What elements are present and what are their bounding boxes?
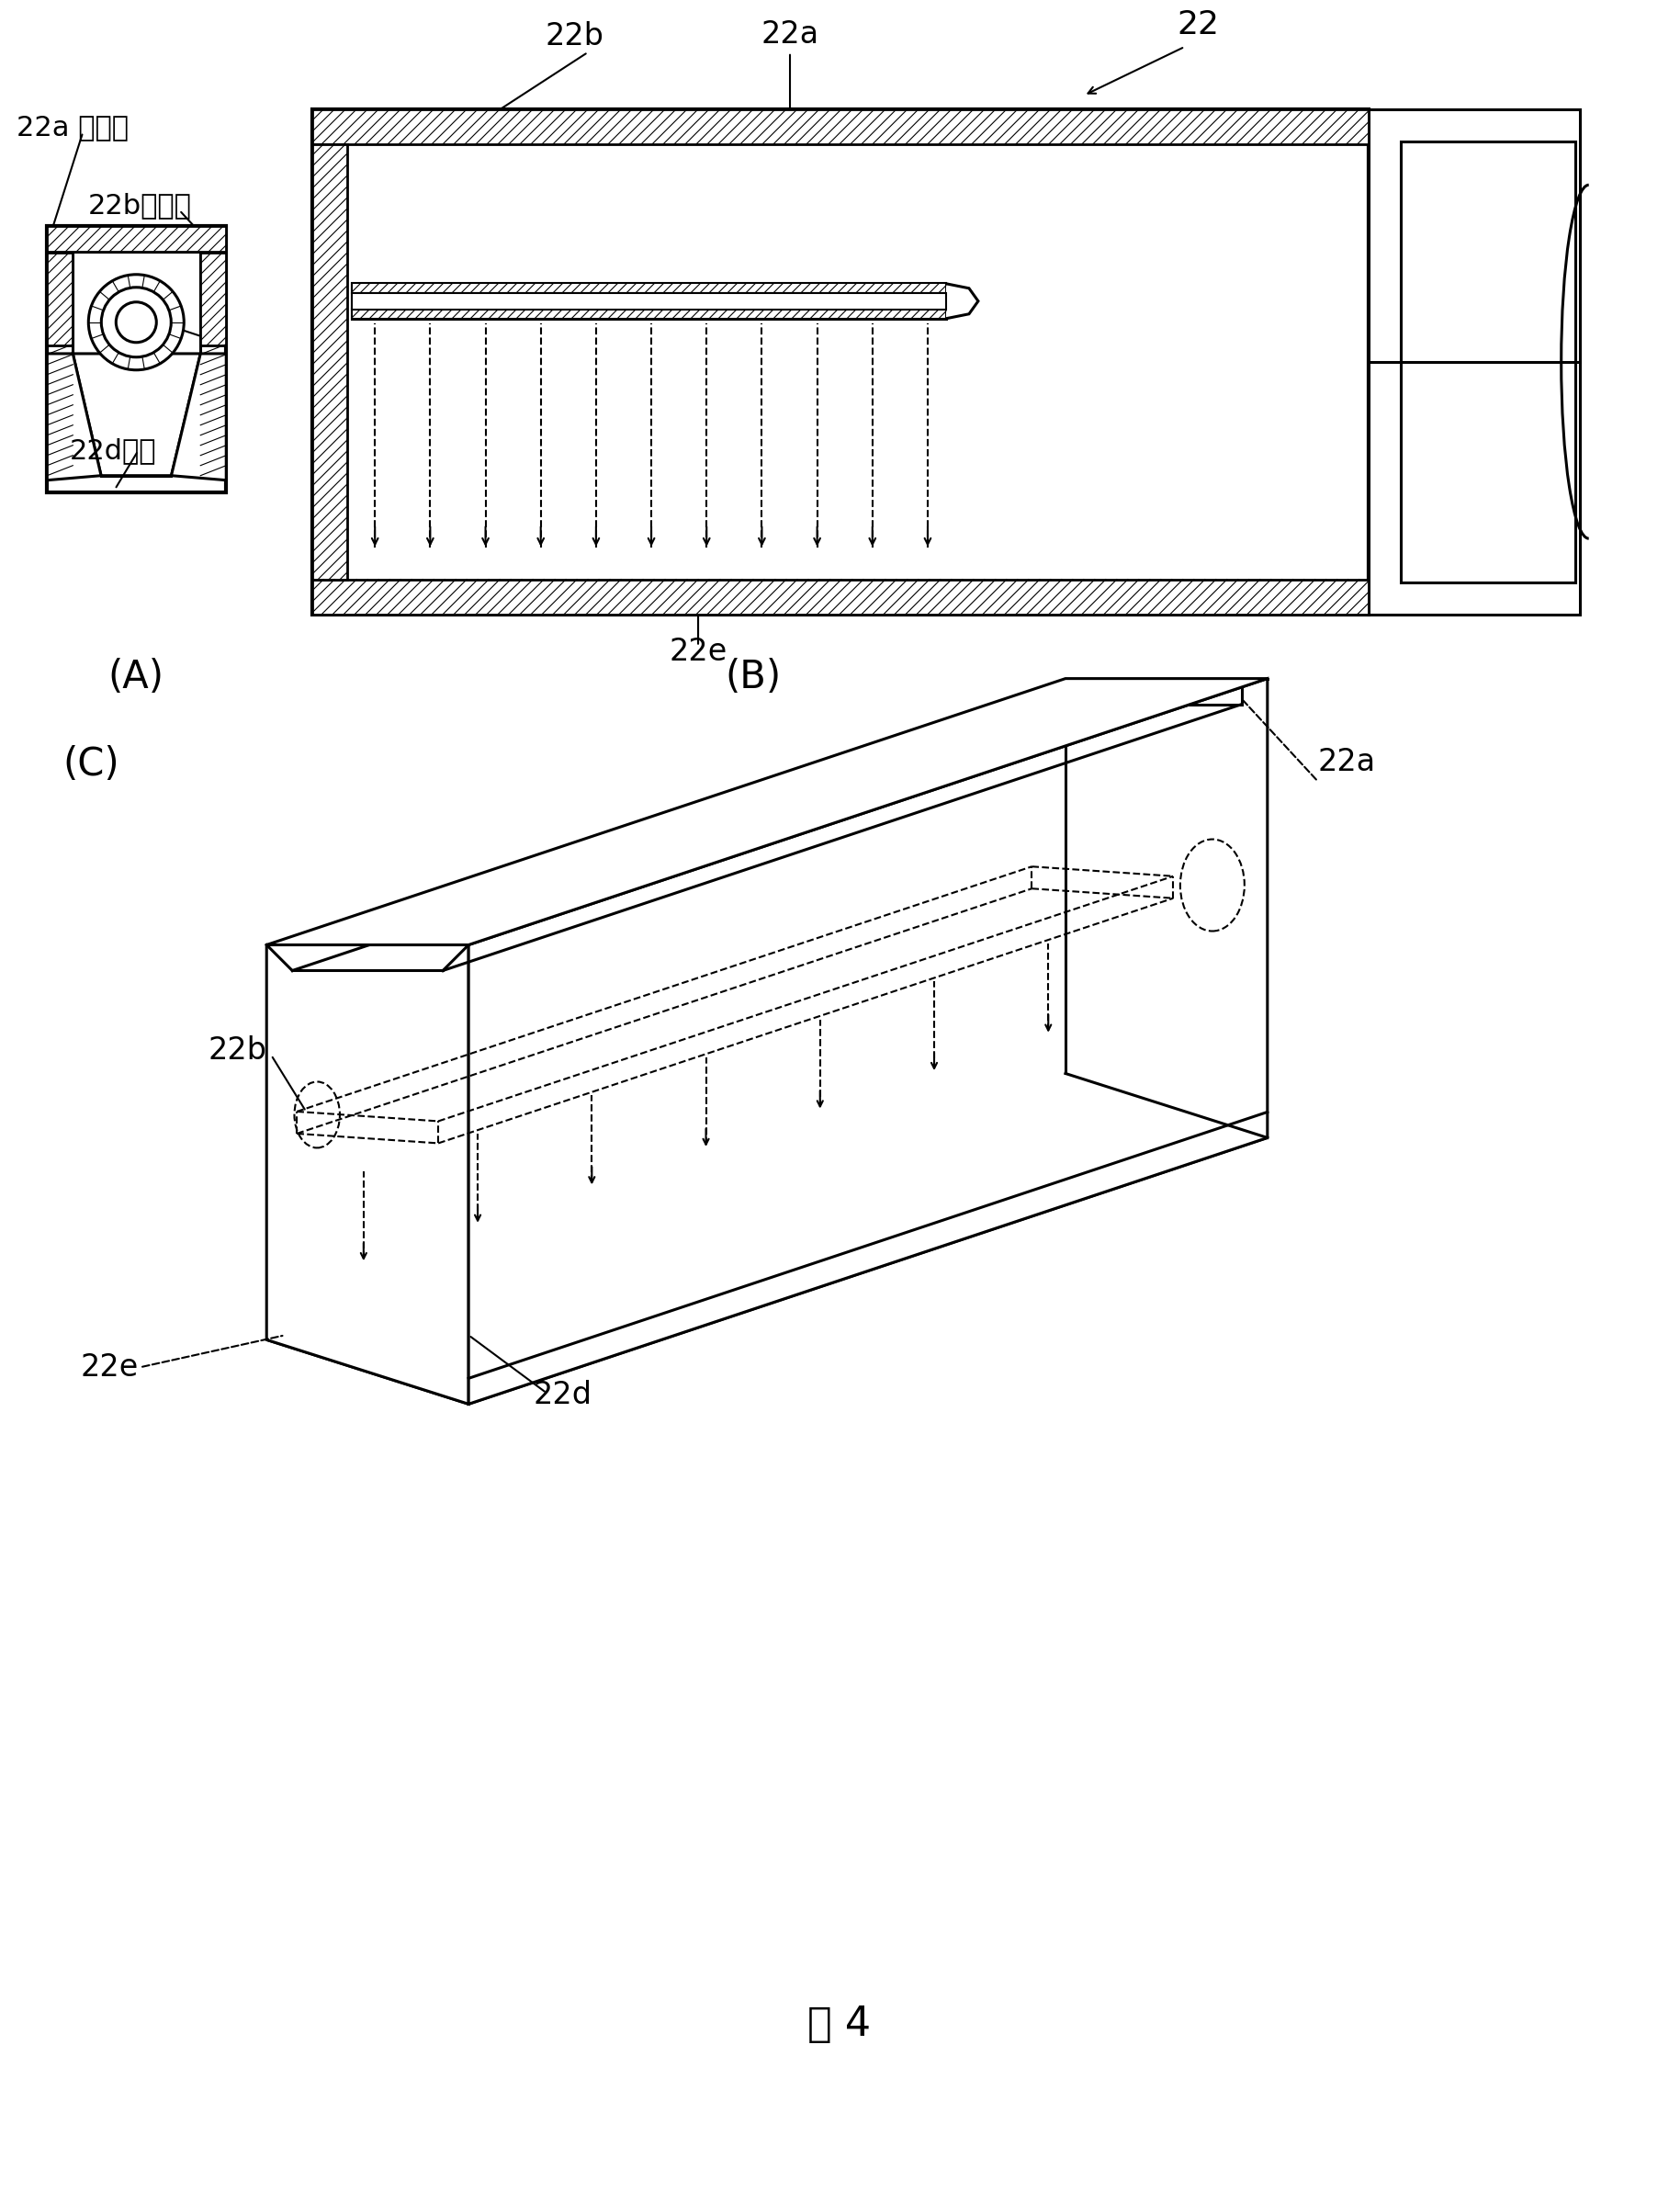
Bar [312,579,1369,615]
Bar [1401,141,1576,582]
Bar [1369,110,1579,615]
Bar [353,284,946,319]
Text: (C): (C) [62,745,119,784]
Polygon shape [469,679,1267,1403]
Text: 22b: 22b [544,22,603,51]
Bar [312,110,1369,143]
Bar [47,227,227,251]
Bar [200,253,227,346]
Bar [312,110,1369,615]
Polygon shape [72,355,200,476]
Bar [353,282,946,293]
Text: 22a: 22a [1317,747,1376,778]
Text: 22d: 22d [533,1379,591,1410]
Text: 22a 导气管: 22a 导气管 [17,115,129,141]
Text: (B): (B) [726,656,781,696]
Polygon shape [171,355,227,480]
Text: 22d喷嘴: 22d喷嘴 [69,436,156,463]
Polygon shape [267,945,469,1403]
Polygon shape [267,679,1267,945]
Bar [47,253,72,346]
Polygon shape [267,1073,1267,1403]
Bar [353,308,946,319]
Text: 22b遮蔽器: 22b遮蔽器 [87,192,192,218]
Text: 22a: 22a [761,20,818,48]
Text: 22e: 22e [97,291,150,317]
Bar [72,251,200,355]
Text: 图 4: 图 4 [808,2005,872,2044]
Bar [47,227,227,491]
Text: 22e: 22e [669,637,727,668]
Polygon shape [946,284,978,319]
Circle shape [89,275,183,370]
Bar [353,293,946,308]
Circle shape [101,286,171,357]
Text: (A): (A) [108,656,165,696]
Bar [312,143,348,579]
Circle shape [116,302,156,341]
Text: 22: 22 [1178,9,1220,40]
Text: 22b: 22b [208,1035,267,1066]
Polygon shape [47,355,101,480]
Text: 气体流出口: 气体流出口 [97,315,180,341]
Text: 22e: 22e [81,1353,138,1383]
